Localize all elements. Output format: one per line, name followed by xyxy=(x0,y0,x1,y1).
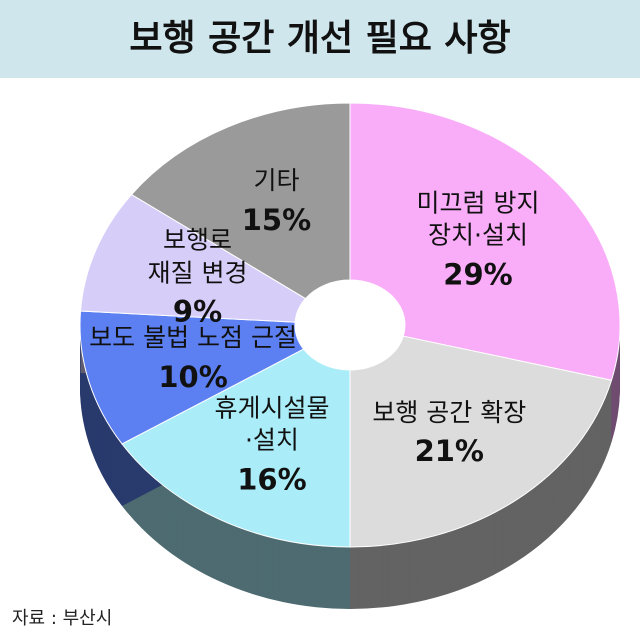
source: 자료 : 부산시 xyxy=(12,608,113,629)
slice-label: 보도 불법 노점 근절 10% xyxy=(89,322,297,396)
value-label: 15% xyxy=(241,202,312,237)
category-label: 보행 공간 확장 xyxy=(372,397,527,427)
slice-label: 미끄럼 방지 장치·설치 29% xyxy=(417,187,540,294)
title-bar xyxy=(0,0,640,78)
category-label: 미끄럼 방지 장치·설치 xyxy=(416,188,540,250)
hole xyxy=(295,280,405,370)
category-label: 보도 불법 노점 근절 xyxy=(89,323,297,353)
value-label: 10% xyxy=(158,359,228,394)
value-label: 16% xyxy=(237,462,307,497)
slice-label: 보행로 재질 변경 9% xyxy=(148,225,248,332)
slice-label: 기타 15% xyxy=(242,165,311,239)
category-label: 휴게시설물 ·설치 xyxy=(214,393,330,455)
category-label: 보행로 재질 변경 xyxy=(147,226,248,288)
chart-title: 보행 공간 개선 필요 사항 xyxy=(129,18,511,59)
slice-label: 보행 공간 확장 21% xyxy=(372,397,526,471)
value-label: 9% xyxy=(172,295,223,330)
category-label: 기타 xyxy=(253,166,300,196)
slice-label: 휴게시설물 ·설치 16% xyxy=(214,392,329,499)
value-label: 21% xyxy=(414,434,484,469)
value-label: 29% xyxy=(443,257,513,292)
